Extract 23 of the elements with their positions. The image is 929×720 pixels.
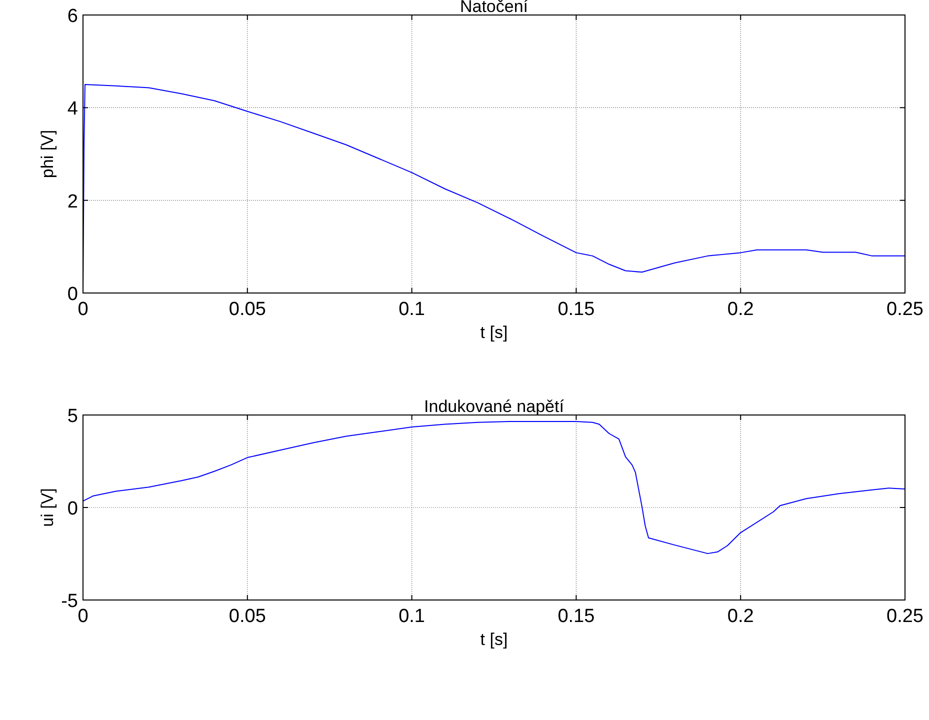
y-axis-title: ui [V] xyxy=(38,488,57,527)
x-axis-title: t [s] xyxy=(480,323,508,342)
x-tick-label: 0.15 xyxy=(558,606,595,627)
x-tick-label: 0.1 xyxy=(398,606,426,627)
y-tick-label: 0 xyxy=(67,284,78,305)
x-tick-label: 0.05 xyxy=(228,299,266,320)
y-tick-label: -5 xyxy=(61,591,78,612)
y-tick-label: 2 xyxy=(67,191,78,212)
x-tick-label: 0.2 xyxy=(727,606,754,627)
y-tick-label: 5 xyxy=(67,406,78,427)
y-tick-label: 4 xyxy=(67,98,78,120)
x-tick-label: 0.25 xyxy=(886,299,924,320)
chart-title: Indukované napětí xyxy=(424,397,564,416)
x-tick-label: 0.25 xyxy=(886,606,924,627)
y-tick-label: 6 xyxy=(67,6,78,27)
x-tick-label: 0.2 xyxy=(727,299,754,320)
y-tick-label: 0 xyxy=(67,498,78,520)
x-axis-title: t [s] xyxy=(480,630,508,649)
x-tick-label: 0.1 xyxy=(398,299,426,320)
line-series xyxy=(82,420,906,554)
y-axis-title: phi [V] xyxy=(38,130,57,178)
x-tick-label: 0.05 xyxy=(228,606,266,627)
x-tick-label: 0.15 xyxy=(558,299,595,320)
